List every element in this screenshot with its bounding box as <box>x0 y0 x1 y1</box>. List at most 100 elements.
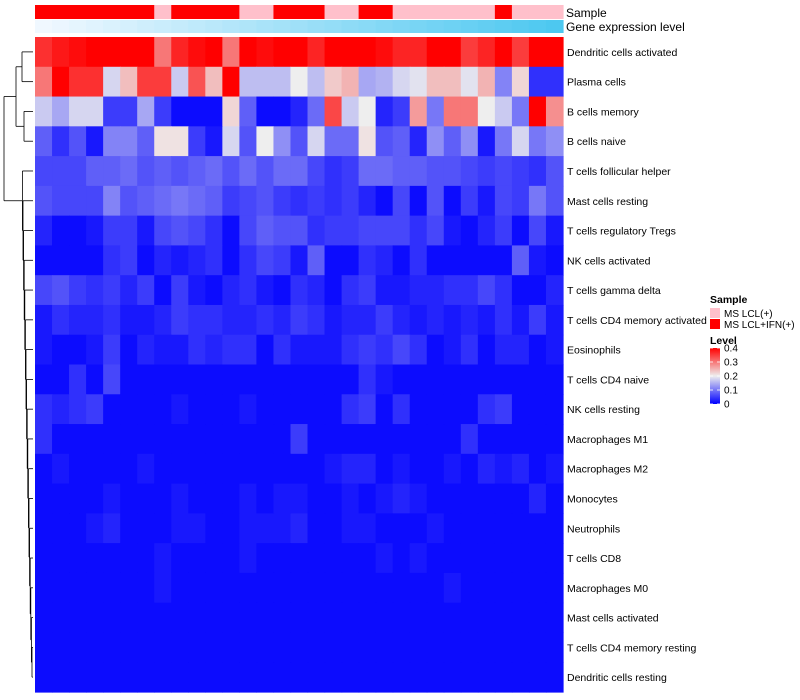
heatmap-cells <box>35 37 564 693</box>
heatmap-cell <box>86 37 104 68</box>
gene-expression-annotation-cell <box>205 20 223 33</box>
heatmap-cell <box>256 37 275 68</box>
gene-expression-annotation-cell <box>324 20 343 33</box>
heatmap-cell <box>120 334 138 366</box>
heatmap-cell <box>460 245 479 276</box>
heatmap-cell <box>426 66 445 98</box>
heatmap-cell <box>511 602 530 634</box>
heatmap-cell <box>171 37 189 68</box>
heatmap-cell <box>205 185 223 217</box>
heatmap-cell <box>188 185 206 217</box>
heatmap-cell <box>375 156 394 187</box>
heatmap-cell <box>392 572 411 604</box>
heatmap-cell <box>392 126 411 157</box>
heatmap-cell <box>375 453 394 485</box>
heatmap-cell <box>375 543 394 574</box>
heatmap-cell <box>494 275 513 306</box>
heatmap-cell <box>273 185 292 217</box>
heatmap-cell <box>137 424 155 455</box>
heatmap-cell <box>443 156 462 187</box>
heatmap-cell <box>222 453 240 485</box>
heatmap-cell <box>477 572 496 604</box>
sample-legend-swatch-ms-lcl-ifn <box>710 319 720 329</box>
heatmap-cell <box>137 275 155 306</box>
heatmap-cell <box>341 304 360 336</box>
heatmap-cell <box>86 364 104 395</box>
level-tick-label: 0.4 <box>724 344 738 355</box>
heatmap-cell <box>188 602 206 634</box>
heatmap-cell <box>52 185 70 217</box>
heatmap-cell <box>86 483 104 514</box>
heatmap-cell <box>324 275 343 306</box>
heatmap-cell <box>52 304 70 336</box>
heatmap-cell <box>494 543 513 574</box>
heatmap-cell <box>307 662 326 693</box>
heatmap-cell <box>137 37 155 68</box>
heatmap-cell <box>409 126 428 157</box>
heatmap-cell <box>256 245 275 276</box>
heatmap-cell <box>256 394 275 425</box>
row-label: Macrophages M1 <box>567 434 648 446</box>
heatmap-cell <box>426 245 445 276</box>
heatmap-cell <box>137 245 155 276</box>
heatmap-cell <box>86 632 104 663</box>
heatmap-cell <box>460 334 479 366</box>
heatmap-cell <box>307 602 326 634</box>
heatmap-cell <box>494 632 513 663</box>
heatmap-cell <box>460 96 479 127</box>
heatmap-cell <box>273 304 292 336</box>
heatmap-cell <box>239 662 258 693</box>
heatmap-cell <box>341 185 360 217</box>
heatmap-cell <box>222 572 240 604</box>
heatmap-cell <box>205 66 223 98</box>
heatmap-cell <box>137 364 155 395</box>
heatmap-cell <box>188 483 206 514</box>
heatmap-cell <box>86 424 104 455</box>
heatmap-cell <box>171 453 189 485</box>
heatmap-cell <box>137 394 155 425</box>
heatmap-cell <box>409 483 428 514</box>
heatmap-cell <box>137 215 155 247</box>
heatmap-cell <box>460 304 479 336</box>
heatmap-cell <box>392 424 411 455</box>
heatmap-cell <box>460 483 479 514</box>
heatmap-cell <box>120 424 138 455</box>
heatmap-cell <box>545 185 564 217</box>
heatmap-cell <box>120 662 138 693</box>
heatmap-cell <box>545 394 564 425</box>
heatmap-cell <box>154 424 172 455</box>
heatmap-cell <box>154 513 172 544</box>
heatmap-cell <box>69 483 87 514</box>
heatmap-cell <box>188 245 206 276</box>
heatmap-cell <box>494 304 513 336</box>
heatmap-cell <box>511 304 530 336</box>
heatmap-cell <box>443 126 462 157</box>
heatmap-cell <box>307 96 326 127</box>
heatmap-cell <box>154 66 172 98</box>
gene-expression-annotation-cell <box>273 20 292 33</box>
heatmap-cell <box>52 66 70 98</box>
heatmap-cell <box>171 275 189 306</box>
heatmap-cell <box>154 632 172 663</box>
heatmap-cell <box>205 662 223 693</box>
heatmap-cell <box>375 126 394 157</box>
heatmap-cell <box>137 126 155 157</box>
heatmap-cell <box>35 37 53 68</box>
heatmap-cell <box>307 543 326 574</box>
heatmap-cell <box>392 215 411 247</box>
heatmap-cell <box>120 543 138 574</box>
heatmap-cell <box>69 245 87 276</box>
heatmap-cell <box>375 632 394 663</box>
heatmap-cell <box>392 245 411 276</box>
heatmap-cell <box>290 602 309 634</box>
heatmap-cell <box>52 275 70 306</box>
gene-expression-annotation-cell <box>307 20 326 33</box>
row-label: Mast cells resting <box>567 196 648 208</box>
heatmap-cell <box>358 662 377 693</box>
heatmap-cell <box>324 215 343 247</box>
heatmap-cell <box>154 662 172 693</box>
gene-expression-annotation-cell <box>137 20 155 33</box>
heatmap-cell <box>290 662 309 693</box>
heatmap-cell <box>511 215 530 247</box>
heatmap-cell <box>103 602 121 634</box>
